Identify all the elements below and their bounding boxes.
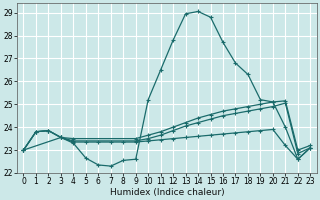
X-axis label: Humidex (Indice chaleur): Humidex (Indice chaleur): [109, 188, 224, 197]
